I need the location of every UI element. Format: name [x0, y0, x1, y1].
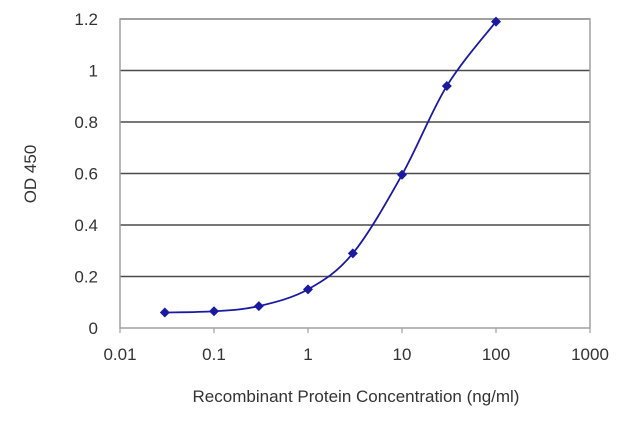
data-point	[347, 248, 358, 259]
data-point	[441, 80, 452, 91]
y-tick-label: 1.2	[74, 10, 98, 29]
data-point	[397, 169, 407, 180]
plot-area	[119, 18, 591, 329]
y-tick-label: 0.4	[74, 216, 98, 235]
y-tick-label: 0	[89, 319, 98, 338]
x-axis-title: Recombinant Protein Concentration (ng/ml…	[193, 387, 520, 406]
grid-layer	[120, 18, 590, 278]
x-tick-label: 10	[393, 345, 412, 364]
y-tick-label: 0.2	[74, 268, 98, 287]
x-tick-label: 100	[482, 345, 510, 364]
data-point	[209, 306, 219, 317]
y-tick-label: 0.6	[74, 165, 98, 184]
data-point	[253, 301, 264, 312]
series-line-layer	[164, 21, 497, 314]
x-tick-label: 1	[303, 345, 312, 364]
data-point	[491, 16, 501, 27]
x-tick-marks	[119, 328, 591, 333]
y-tick-label: 0.8	[74, 113, 98, 132]
x-tick-labels: 0.01 0.1 1 10 100 1000	[103, 345, 608, 364]
x-tick-label: 0.01	[103, 345, 136, 364]
data-point	[159, 307, 170, 318]
y-tick-labels: 0 0.2 0.4 0.6 0.8 1 1.2	[74, 10, 98, 338]
y-axis-title: OD 450	[21, 145, 40, 204]
series-line-0	[164, 21, 497, 314]
y-tick-label: 1	[89, 62, 98, 81]
x-tick-label: 1000	[571, 345, 609, 364]
data-points-layer	[159, 16, 501, 318]
x-tick-label: 0.1	[202, 345, 226, 364]
data-point	[303, 284, 313, 295]
